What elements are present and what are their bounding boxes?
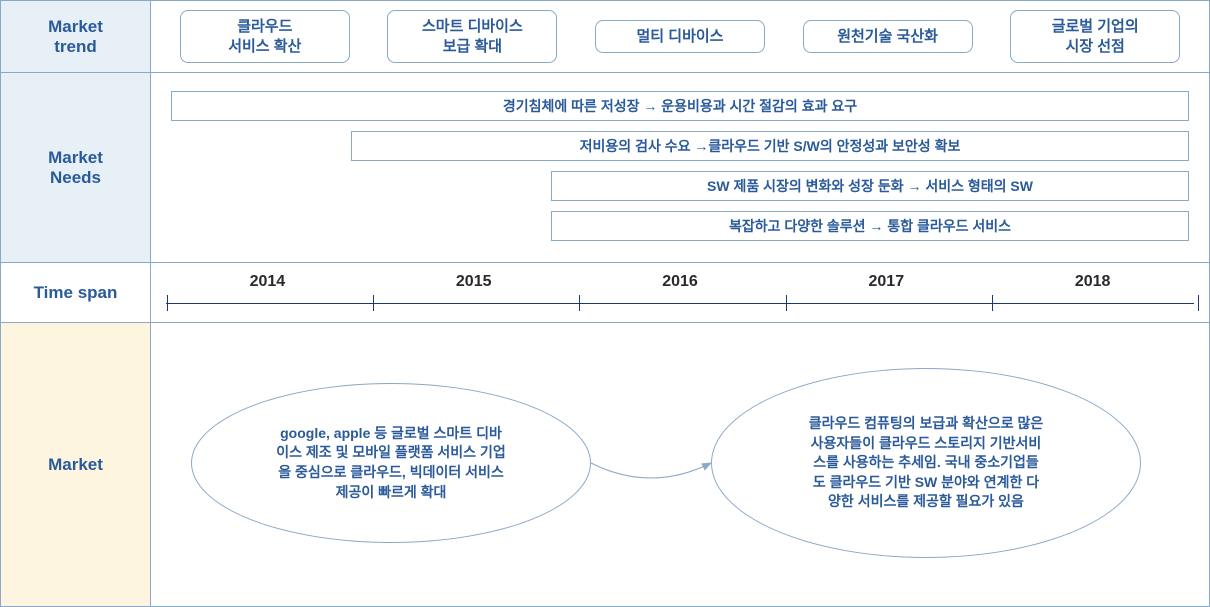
timeline-year-2: 2016 bbox=[662, 273, 698, 291]
timeline-line bbox=[166, 303, 1194, 304]
label-text: Time span bbox=[34, 283, 118, 303]
market-arrow bbox=[586, 453, 726, 523]
label-text: Markettrend bbox=[48, 17, 103, 57]
diagram-container: Markettrend 클라우드서비스 확산 스마트 디바이스보급 확대 멀티 … bbox=[0, 0, 1210, 607]
row-market-needs: MarketNeeds 경기침체에 따른 저성장 → 운용비용과 시간 절감의 … bbox=[1, 73, 1209, 263]
label-market-needs: MarketNeeds bbox=[1, 73, 151, 262]
timeline-year-3: 2017 bbox=[869, 273, 905, 291]
market-ellipse-1: 클라우드 컴퓨팅의 보급과 확산으로 많은사용자들이 클라우드 스토리지 기반서… bbox=[711, 368, 1141, 558]
trend-box-2: 멀티 디바이스 bbox=[595, 20, 765, 54]
market-ellipse-0: google, apple 등 글로벌 스마트 디바이스 제조 및 모바일 플랫… bbox=[191, 383, 591, 543]
label-text: Market bbox=[48, 455, 103, 475]
trend-box-0: 클라우드서비스 확산 bbox=[180, 10, 350, 63]
row-time-span: Time span 2014 2015 2016 2017 2018 bbox=[1, 263, 1209, 323]
needs-bar-3: 복잡하고 다양한 솔루션 → 통합 클라우드 서비스 bbox=[551, 211, 1189, 241]
label-time-span: Time span bbox=[1, 263, 151, 322]
trend-box-4: 글로벌 기업의시장 선점 bbox=[1010, 10, 1180, 63]
label-market-trend: Markettrend bbox=[1, 1, 151, 72]
label-market: Market bbox=[1, 323, 151, 606]
label-text: MarketNeeds bbox=[48, 148, 103, 188]
trend-box-3: 원천기술 국산화 bbox=[803, 20, 973, 54]
needs-bar-0: 경기침체에 따른 저성장 → 운용비용과 시간 절감의 효과 요구 bbox=[171, 91, 1189, 121]
needs-bar-2: SW 제품 시장의 변화와 성장 둔화 → 서비스 형태의 SW bbox=[551, 171, 1189, 201]
row-market-trend: Markettrend 클라우드서비스 확산 스마트 디바이스보급 확대 멀티 … bbox=[1, 1, 1209, 73]
needs-content: 경기침체에 따른 저성장 → 운용비용과 시간 절감의 효과 요구저비용의 검사… bbox=[151, 73, 1209, 262]
timeline-tick-4 bbox=[992, 295, 993, 311]
market-content: google, apple 등 글로벌 스마트 디바이스 제조 및 모바일 플랫… bbox=[151, 323, 1209, 606]
timeline-year-4: 2018 bbox=[1075, 273, 1111, 291]
timeline-tick-0 bbox=[167, 295, 168, 311]
trend-content: 클라우드서비스 확산 스마트 디바이스보급 확대 멀티 디바이스 원천기술 국산… bbox=[151, 1, 1209, 72]
timeline-tick-3 bbox=[786, 295, 787, 311]
timeline-year-0: 2014 bbox=[250, 273, 286, 291]
timeline-tick-1 bbox=[373, 295, 374, 311]
timeline-content: 2014 2015 2016 2017 2018 bbox=[151, 263, 1209, 322]
timeline-tick-5 bbox=[1198, 295, 1199, 311]
trend-box-1: 스마트 디바이스보급 확대 bbox=[387, 10, 557, 63]
row-market: Market google, apple 등 글로벌 스마트 디바이스 제조 및… bbox=[1, 323, 1209, 606]
timeline-tick-2 bbox=[579, 295, 580, 311]
needs-bar-1: 저비용의 검사 수요 →클라우드 기반 S/W의 안정성과 보안성 확보 bbox=[351, 131, 1189, 161]
timeline-year-1: 2015 bbox=[456, 273, 492, 291]
